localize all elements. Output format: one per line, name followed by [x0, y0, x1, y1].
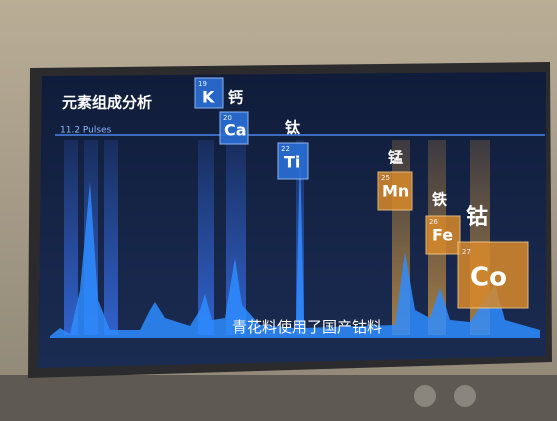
atomic-number: 20: [223, 114, 232, 122]
element-name: 铁: [432, 191, 447, 209]
knob: [454, 385, 476, 407]
element-symbol: Mn: [382, 182, 409, 201]
element-name: 钙: [228, 89, 243, 107]
scale-label: 11.2 Pulses: [60, 126, 112, 136]
element-symbol: Ca: [224, 121, 247, 140]
knob: [414, 385, 436, 407]
atomic-number: 27: [462, 248, 471, 256]
atomic-number: 26: [429, 218, 438, 226]
atomic-number: 19: [198, 80, 207, 88]
atomic-number: 25: [381, 174, 390, 182]
element-name: 锰: [388, 149, 403, 167]
caption: 青花料使用了国产钴料: [232, 318, 382, 336]
element-name: 钛: [285, 119, 301, 137]
atomic-number: 22: [281, 145, 290, 153]
element-tiles: 19 K 钙 20 Ca 钛 22 Ti 锰 25 Mn 铁 26 Fe 钴 2…: [194, 77, 529, 309]
element-symbol: Ti: [284, 153, 300, 172]
spectrum: [50, 150, 540, 338]
screen: [38, 72, 546, 368]
screen-title: 元素组成分析: [62, 94, 152, 112]
element-symbol: Co: [470, 263, 507, 293]
element-symbol: K: [202, 88, 215, 107]
element-name: 钴: [466, 204, 488, 230]
element-symbol: Fe: [432, 226, 453, 245]
